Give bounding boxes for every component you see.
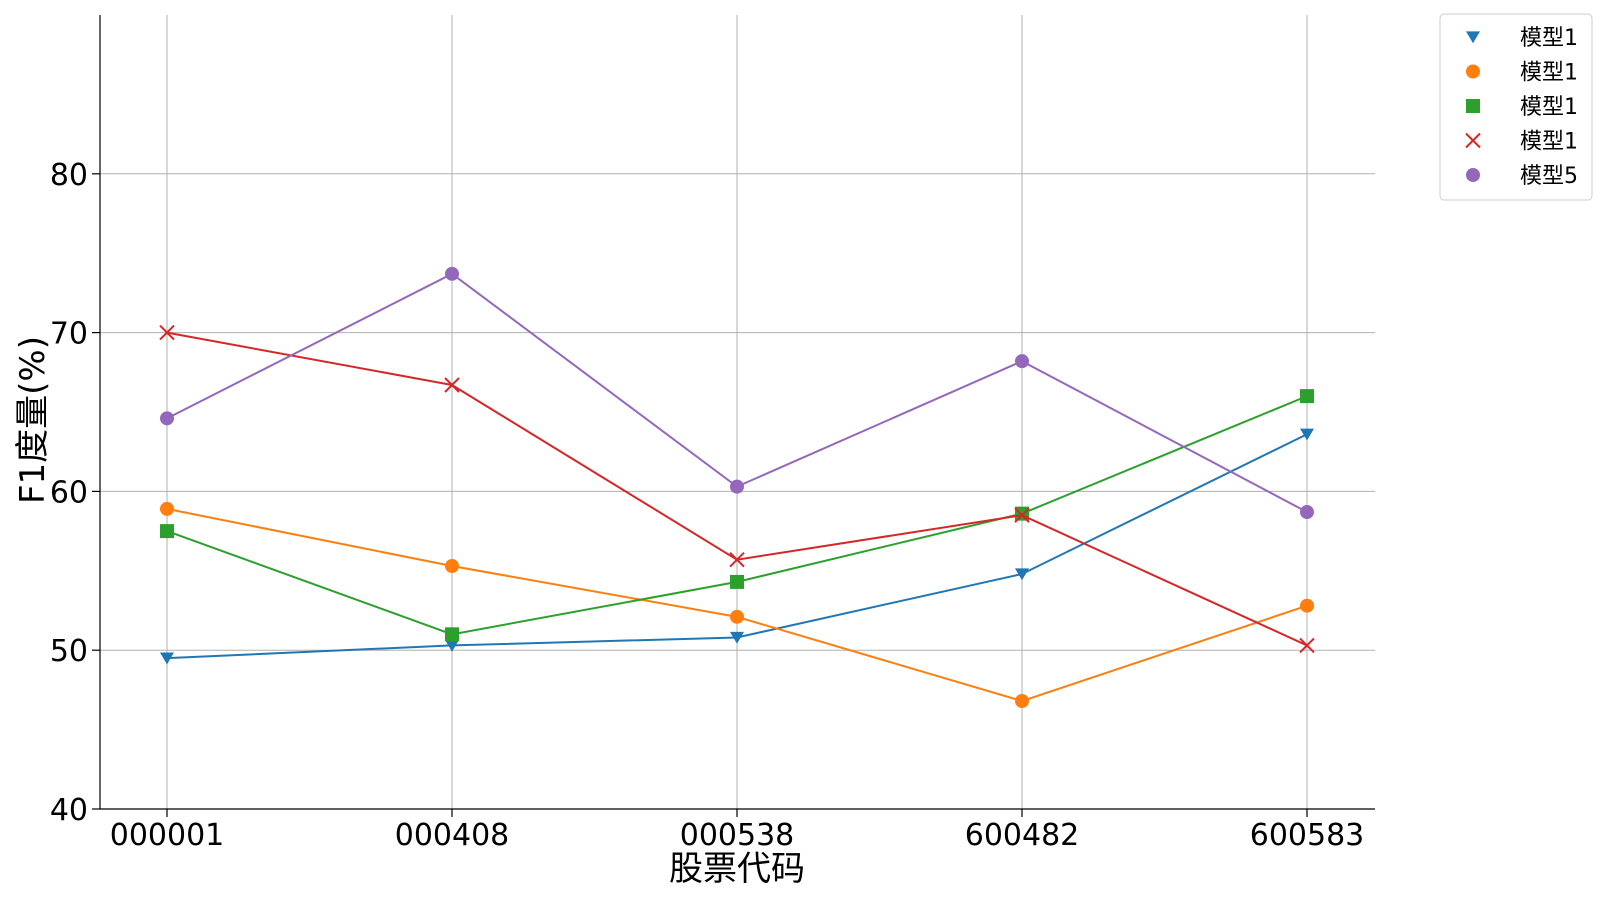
series-5-point <box>1300 505 1314 520</box>
series-1 <box>160 428 1314 665</box>
series-1-point <box>160 652 174 665</box>
series-1-point <box>1015 568 1029 581</box>
y-tick-label: 40 <box>50 793 88 828</box>
legend-label-3: 模型1 <box>1520 95 1578 120</box>
series-1-point <box>445 639 459 652</box>
y-tick-label: 70 <box>50 317 88 352</box>
legend-marker-2 <box>1466 64 1480 79</box>
series-5 <box>160 266 1314 520</box>
y-tick-label: 50 <box>50 634 88 669</box>
series-4-point-stroke <box>729 551 745 568</box>
x-tick-label: 000408 <box>395 818 510 853</box>
series-2-point <box>160 501 174 516</box>
series-3-point <box>445 627 459 642</box>
series-3-point <box>160 524 174 539</box>
grid <box>100 15 1375 809</box>
x-tick-label: 000538 <box>680 818 795 853</box>
x-tick-label: 600583 <box>1250 818 1365 853</box>
tick-labels: 40 50 60 70 80 000001 000408 000538 600482 600583 <box>50 158 1364 853</box>
series-4-point <box>729 551 745 568</box>
legend-marker-4 <box>1465 132 1481 149</box>
legend-marker-1 <box>1466 31 1480 44</box>
series-4-point-stroke <box>1014 507 1030 523</box>
series-2-point <box>1300 598 1314 613</box>
legend-box <box>1439 13 1593 201</box>
series-4-point <box>444 377 460 393</box>
x-axis-title: 股票代码 <box>669 849 805 889</box>
series-2-point <box>1015 694 1029 709</box>
series-4-point-stroke <box>159 324 175 341</box>
series-5-point <box>1015 354 1029 369</box>
series-4-point <box>1014 507 1030 523</box>
series <box>159 266 1315 709</box>
legend-label-1: 模型1 <box>1520 26 1578 51</box>
legend-marker-5 <box>1466 168 1480 182</box>
legend-marker-4-stroke <box>1465 132 1481 149</box>
y-tick-label: 80 <box>50 158 88 193</box>
y-axis-title: F1度量(%) <box>13 336 53 504</box>
series-1-point <box>1300 428 1314 441</box>
legend-label-5: 模型5 <box>1520 164 1578 189</box>
series-4-point-stroke <box>1299 637 1315 654</box>
series-5-point <box>160 411 174 426</box>
series-5-point <box>730 479 744 494</box>
legend-marker-3 <box>1466 99 1480 113</box>
series-2 <box>160 501 1314 709</box>
series-2-point <box>445 559 459 574</box>
x-tick-label: 600482 <box>965 818 1080 853</box>
series-3-point <box>1300 389 1314 404</box>
legend-label-2: 模型1 <box>1520 61 1578 86</box>
series-4-point-stroke <box>444 377 460 393</box>
legend-label-4: 模型1 <box>1520 130 1578 155</box>
series-5-point <box>445 266 459 281</box>
series-3 <box>160 389 1314 642</box>
y-tick-label: 60 <box>50 475 88 510</box>
series-4 <box>159 324 1315 654</box>
legend: 模型1 模型1 模型1 模型1 模型5 <box>1439 13 1593 201</box>
series-1-point <box>730 631 744 644</box>
series-3-point <box>730 574 744 589</box>
x-tick-label: 000001 <box>110 818 225 853</box>
series-4-point <box>1299 637 1315 654</box>
series-4-point <box>159 324 175 341</box>
series-2-point <box>730 609 744 624</box>
